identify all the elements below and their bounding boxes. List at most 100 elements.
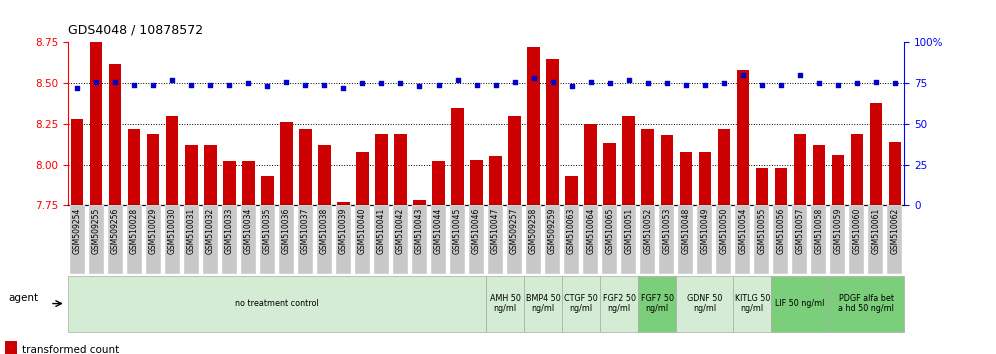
- FancyBboxPatch shape: [562, 275, 601, 332]
- Bar: [604, 143, 616, 205]
- Text: GSM510031: GSM510031: [187, 207, 196, 253]
- FancyBboxPatch shape: [850, 205, 865, 274]
- Point: [811, 80, 827, 86]
- Bar: [585, 124, 597, 205]
- Bar: [870, 103, 882, 205]
- Point: [621, 77, 636, 83]
- Text: GSM510029: GSM510029: [148, 207, 157, 253]
- FancyBboxPatch shape: [507, 205, 522, 274]
- FancyBboxPatch shape: [279, 205, 294, 274]
- Point: [716, 80, 732, 86]
- FancyBboxPatch shape: [70, 205, 85, 274]
- FancyBboxPatch shape: [735, 205, 750, 274]
- FancyBboxPatch shape: [792, 205, 808, 274]
- Bar: [566, 176, 578, 205]
- Bar: [737, 70, 749, 205]
- FancyBboxPatch shape: [887, 205, 902, 274]
- Bar: [851, 134, 863, 205]
- Point: [240, 80, 256, 86]
- Text: GSM510030: GSM510030: [167, 207, 177, 254]
- Bar: [775, 168, 787, 205]
- FancyBboxPatch shape: [203, 205, 218, 274]
- Bar: [280, 122, 293, 205]
- Point: [183, 82, 199, 88]
- Text: GSM509254: GSM509254: [73, 207, 82, 254]
- Text: GSM509257: GSM509257: [510, 207, 519, 254]
- Point: [449, 77, 465, 83]
- Text: GSM510041: GSM510041: [376, 207, 386, 253]
- Bar: [489, 156, 502, 205]
- Bar: [794, 134, 806, 205]
- Text: GSM510062: GSM510062: [890, 207, 899, 253]
- Point: [602, 80, 618, 86]
- FancyBboxPatch shape: [526, 205, 541, 274]
- Bar: [90, 42, 103, 205]
- FancyBboxPatch shape: [869, 205, 883, 274]
- Point: [259, 84, 275, 89]
- Text: GSM510056: GSM510056: [776, 207, 785, 254]
- FancyBboxPatch shape: [716, 205, 731, 274]
- Bar: [394, 134, 406, 205]
- Point: [221, 82, 237, 88]
- FancyBboxPatch shape: [771, 275, 829, 332]
- Point: [564, 84, 580, 89]
- Bar: [71, 119, 84, 205]
- Point: [868, 79, 883, 84]
- Text: GSM510048: GSM510048: [681, 207, 690, 253]
- Text: PDGF alfa bet
a hd 50 ng/ml: PDGF alfa bet a hd 50 ng/ml: [839, 294, 894, 313]
- Text: GSM510051: GSM510051: [624, 207, 633, 253]
- FancyBboxPatch shape: [317, 205, 332, 274]
- Bar: [338, 202, 350, 205]
- Bar: [622, 116, 634, 205]
- Point: [792, 72, 808, 78]
- Bar: [128, 129, 140, 205]
- Text: GSM510045: GSM510045: [453, 207, 462, 254]
- Text: GSM510043: GSM510043: [415, 207, 424, 254]
- Point: [298, 82, 314, 88]
- FancyBboxPatch shape: [564, 205, 580, 274]
- Bar: [357, 152, 369, 205]
- Text: GSM510028: GSM510028: [129, 207, 138, 253]
- Text: GSM510065: GSM510065: [606, 207, 615, 254]
- Text: GDS4048 / 10878572: GDS4048 / 10878572: [68, 23, 203, 36]
- Text: GDNF 50
ng/ml: GDNF 50 ng/ml: [687, 294, 722, 313]
- Bar: [223, 161, 235, 205]
- Point: [89, 79, 105, 84]
- FancyBboxPatch shape: [831, 205, 846, 274]
- Text: GSM510033: GSM510033: [225, 207, 234, 254]
- Bar: [261, 176, 274, 205]
- FancyBboxPatch shape: [545, 205, 560, 274]
- Text: GSM510038: GSM510038: [320, 207, 329, 253]
- Point: [886, 80, 902, 86]
- FancyBboxPatch shape: [773, 205, 789, 274]
- FancyBboxPatch shape: [754, 205, 769, 274]
- FancyBboxPatch shape: [126, 205, 141, 274]
- FancyBboxPatch shape: [678, 205, 693, 274]
- Bar: [660, 135, 673, 205]
- Text: CTGF 50
ng/ml: CTGF 50 ng/ml: [565, 294, 598, 313]
- Point: [70, 85, 86, 91]
- Bar: [641, 129, 653, 205]
- Bar: [528, 47, 540, 205]
- FancyBboxPatch shape: [638, 275, 676, 332]
- Text: GSM510057: GSM510057: [795, 207, 805, 254]
- FancyBboxPatch shape: [108, 205, 123, 274]
- FancyBboxPatch shape: [412, 205, 427, 274]
- Text: GSM510053: GSM510053: [662, 207, 671, 254]
- Point: [697, 82, 713, 88]
- FancyBboxPatch shape: [260, 205, 275, 274]
- Point: [773, 82, 789, 88]
- Bar: [698, 152, 711, 205]
- FancyBboxPatch shape: [829, 275, 904, 332]
- Text: transformed count: transformed count: [23, 345, 120, 354]
- Bar: [299, 129, 312, 205]
- FancyBboxPatch shape: [469, 205, 484, 274]
- Text: GSM510055: GSM510055: [757, 207, 766, 254]
- Text: GSM510035: GSM510035: [263, 207, 272, 254]
- Point: [126, 82, 142, 88]
- Bar: [717, 129, 730, 205]
- Bar: [375, 134, 387, 205]
- Bar: [888, 142, 901, 205]
- Point: [430, 82, 446, 88]
- Point: [507, 79, 523, 84]
